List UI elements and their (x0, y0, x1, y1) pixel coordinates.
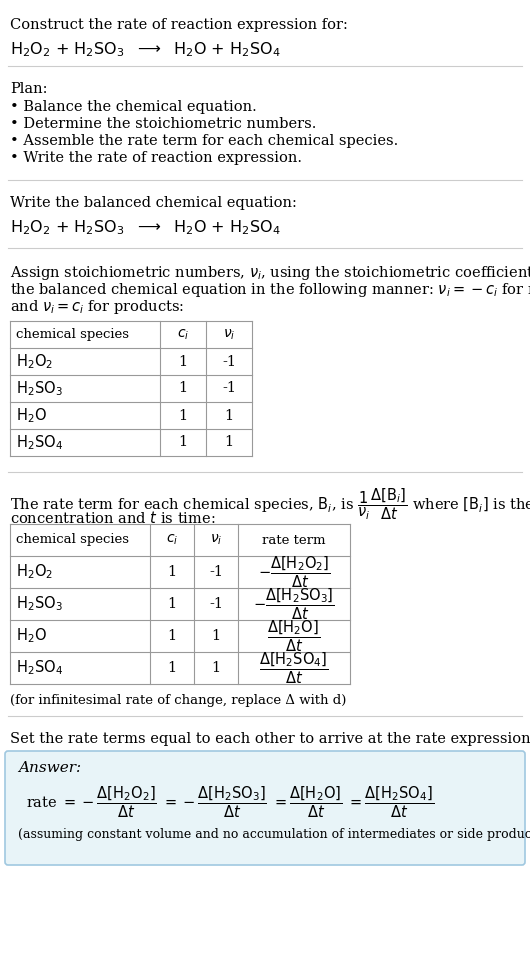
Text: Answer:: Answer: (18, 761, 81, 775)
Text: $\mathregular{H_2O}$: $\mathregular{H_2O}$ (16, 626, 47, 646)
Text: • Balance the chemical equation.: • Balance the chemical equation. (10, 100, 257, 114)
Text: $-\dfrac{\Delta[\mathrm{H_2O_2}]}{\Delta t}$: $-\dfrac{\Delta[\mathrm{H_2O_2}]}{\Delta… (258, 555, 330, 590)
Text: -1: -1 (222, 381, 236, 396)
Text: $\dfrac{\Delta[\mathrm{H_2O}]}{\Delta t}$: $\dfrac{\Delta[\mathrm{H_2O}]}{\Delta t}… (268, 618, 321, 654)
Text: $\mathregular{H_2O_2}$: $\mathregular{H_2O_2}$ (16, 563, 53, 581)
Text: Plan:: Plan: (10, 82, 48, 96)
Text: $\mathregular{H_2O}$: $\mathregular{H_2O}$ (16, 406, 47, 425)
Text: 1: 1 (179, 435, 188, 450)
Text: • Determine the stoichiometric numbers.: • Determine the stoichiometric numbers. (10, 117, 316, 131)
FancyBboxPatch shape (5, 751, 525, 865)
Text: $-\dfrac{\Delta[\mathrm{H_2SO_3}]}{\Delta t}$: $-\dfrac{\Delta[\mathrm{H_2SO_3}]}{\Delt… (253, 586, 335, 621)
Text: $\mathregular{H_2SO_4}$: $\mathregular{H_2SO_4}$ (16, 659, 63, 677)
Text: $\nu_i$: $\nu_i$ (210, 533, 222, 547)
Text: 1: 1 (179, 409, 188, 422)
Text: chemical species: chemical species (16, 328, 129, 341)
Text: 1: 1 (224, 409, 234, 422)
Text: Write the balanced chemical equation:: Write the balanced chemical equation: (10, 196, 297, 210)
Text: -1: -1 (222, 355, 236, 368)
Text: $\mathregular{H_2SO_3}$: $\mathregular{H_2SO_3}$ (16, 595, 63, 613)
Text: rate term: rate term (262, 533, 326, 547)
Text: 1: 1 (167, 597, 176, 611)
Text: 1: 1 (179, 355, 188, 368)
Text: $\nu_i$: $\nu_i$ (223, 327, 235, 342)
Text: $\mathregular{H_2SO_3}$: $\mathregular{H_2SO_3}$ (16, 379, 63, 398)
Text: 1: 1 (224, 435, 234, 450)
Text: 1: 1 (167, 661, 176, 675)
Text: 1: 1 (167, 629, 176, 643)
Text: chemical species: chemical species (16, 533, 129, 547)
Text: $c_i$: $c_i$ (177, 327, 189, 342)
Text: The rate term for each chemical species, $\mathrm{B}_i$, is $\dfrac{1}{\nu_i}\df: The rate term for each chemical species,… (10, 486, 530, 521)
Text: (for infinitesimal rate of change, replace Δ with d): (for infinitesimal rate of change, repla… (10, 694, 347, 707)
Text: 1: 1 (167, 565, 176, 579)
Text: $\mathregular{H_2O_2}$: $\mathregular{H_2O_2}$ (16, 352, 53, 370)
Text: the balanced chemical equation in the following manner: $\nu_i = -c_i$ for react: the balanced chemical equation in the fo… (10, 281, 530, 299)
Text: • Write the rate of reaction expression.: • Write the rate of reaction expression. (10, 151, 302, 165)
Text: rate $= -\dfrac{\Delta[\mathrm{H_2O_2}]}{\Delta t}$ $= -\dfrac{\Delta[\mathrm{H_: rate $= -\dfrac{\Delta[\mathrm{H_2O_2}]}… (26, 784, 434, 819)
Text: Assign stoichiometric numbers, $\nu_i$, using the stoichiometric coefficients, $: Assign stoichiometric numbers, $\nu_i$, … (10, 264, 530, 282)
Text: Set the rate terms equal to each other to arrive at the rate expression:: Set the rate terms equal to each other t… (10, 732, 530, 746)
Text: $\mathregular{H_2SO_4}$: $\mathregular{H_2SO_4}$ (16, 433, 63, 452)
Text: concentration and $t$ is time:: concentration and $t$ is time: (10, 510, 216, 526)
Text: -1: -1 (209, 597, 223, 611)
Text: $\mathregular{H_2O_2}$ + $\mathregular{H_2SO_3}$  $\longrightarrow$  $\mathregul: $\mathregular{H_2O_2}$ + $\mathregular{H… (10, 40, 280, 59)
Text: $c_i$: $c_i$ (166, 533, 178, 547)
Text: • Assemble the rate term for each chemical species.: • Assemble the rate term for each chemic… (10, 134, 398, 148)
Text: Construct the rate of reaction expression for:: Construct the rate of reaction expressio… (10, 18, 348, 32)
Text: and $\nu_i = c_i$ for products:: and $\nu_i = c_i$ for products: (10, 298, 184, 316)
Text: 1: 1 (211, 629, 220, 643)
Text: -1: -1 (209, 565, 223, 579)
Text: 1: 1 (211, 661, 220, 675)
Text: 1: 1 (179, 381, 188, 396)
Text: (assuming constant volume and no accumulation of intermediates or side products): (assuming constant volume and no accumul… (18, 828, 530, 841)
Text: $\mathregular{H_2O_2}$ + $\mathregular{H_2SO_3}$  $\longrightarrow$  $\mathregul: $\mathregular{H_2O_2}$ + $\mathregular{H… (10, 218, 280, 237)
Text: $\dfrac{\Delta[\mathrm{H_2SO_4}]}{\Delta t}$: $\dfrac{\Delta[\mathrm{H_2SO_4}]}{\Delta… (259, 650, 329, 686)
